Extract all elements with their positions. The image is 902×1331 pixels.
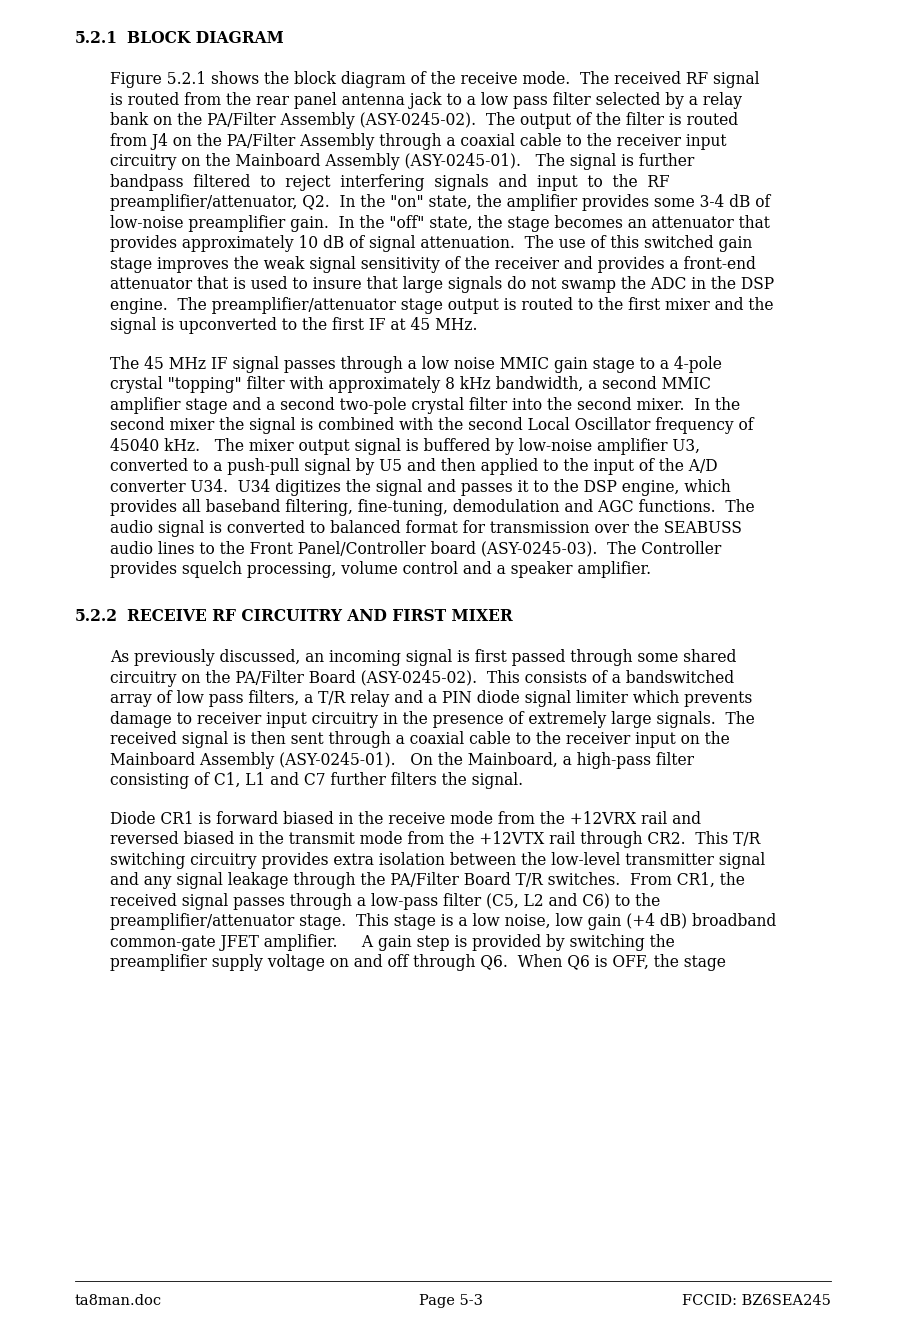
Text: converted to a push-pull signal by U5 and then applied to the input of the A/D: converted to a push-pull signal by U5 an…	[110, 458, 717, 475]
Text: and any signal leakage through the PA/Filter Board T/R switches.  From CR1, the: and any signal leakage through the PA/Fi…	[110, 872, 744, 889]
Text: preamplifier supply voltage on and off through Q6.  When Q6 is OFF, the stage: preamplifier supply voltage on and off t…	[110, 954, 725, 972]
Text: FCCID: BZ6SEA245: FCCID: BZ6SEA245	[681, 1294, 830, 1308]
Text: Page 5-3: Page 5-3	[419, 1294, 483, 1308]
Text: stage improves the weak signal sensitivity of the receiver and provides a front-: stage improves the weak signal sensitivi…	[110, 256, 755, 273]
Text: bank on the PA/Filter Assembly (ASY-0245-02).  The output of the filter is route: bank on the PA/Filter Assembly (ASY-0245…	[110, 112, 737, 129]
Text: attenuator that is used to insure that large signals do not swamp the ADC in the: attenuator that is used to insure that l…	[110, 276, 773, 293]
Text: low-noise preamplifier gain.  In the "off" state, the stage becomes an attenuato: low-noise preamplifier gain. In the "off…	[110, 214, 769, 232]
Text: damage to receiver input circuitry in the presence of extremely large signals.  : damage to receiver input circuitry in th…	[110, 711, 754, 728]
Text: Diode CR1 is forward biased in the receive mode from the +12VRX rail and: Diode CR1 is forward biased in the recei…	[110, 811, 700, 828]
Text: amplifier stage and a second two-pole crystal filter into the second mixer.  In : amplifier stage and a second two-pole cr…	[110, 397, 740, 414]
Text: audio signal is converted to balanced format for transmission over the SEABUSS: audio signal is converted to balanced fo…	[110, 519, 741, 536]
Text: engine.  The preamplifier/attenuator stage output is routed to the first mixer a: engine. The preamplifier/attenuator stag…	[110, 297, 773, 314]
Text: As previously discussed, an incoming signal is first passed through some shared: As previously discussed, an incoming sig…	[110, 650, 735, 666]
Text: array of low pass filters, a T/R relay and a PIN diode signal limiter which prev: array of low pass filters, a T/R relay a…	[110, 689, 751, 707]
Text: reversed biased in the transmit mode from the +12VTX rail through CR2.  This T/R: reversed biased in the transmit mode fro…	[110, 831, 759, 848]
Text: 5.2.2: 5.2.2	[75, 608, 118, 626]
Text: 5.2.1: 5.2.1	[75, 31, 118, 47]
Text: provides approximately 10 dB of signal attenuation.  The use of this switched ga: provides approximately 10 dB of signal a…	[110, 236, 751, 252]
Text: ta8man.doc: ta8man.doc	[75, 1294, 162, 1308]
Text: The 45 MHz IF signal passes through a low noise MMIC gain stage to a 4-pole: The 45 MHz IF signal passes through a lo…	[110, 355, 721, 373]
Text: provides all baseband filtering, fine-tuning, demodulation and AGC functions.  T: provides all baseband filtering, fine-tu…	[110, 499, 754, 516]
Text: crystal "topping" filter with approximately 8 kHz bandwidth, a second MMIC: crystal "topping" filter with approximat…	[110, 375, 710, 393]
Text: circuitry on the PA/Filter Board (ASY-0245-02).  This consists of a bandswitched: circuitry on the PA/Filter Board (ASY-02…	[110, 669, 733, 687]
Text: BLOCK DIAGRAM: BLOCK DIAGRAM	[127, 31, 283, 47]
Text: preamplifier/attenuator, Q2.  In the "on" state, the amplifier provides some 3-4: preamplifier/attenuator, Q2. In the "on"…	[110, 194, 769, 212]
Text: bandpass  filtered  to  reject  interfering  signals  and  input  to  the  RF: bandpass filtered to reject interfering …	[110, 173, 669, 190]
Text: provides squelch processing, volume control and a speaker amplifier.: provides squelch processing, volume cont…	[110, 560, 650, 578]
Text: consisting of C1, L1 and C7 further filters the signal.: consisting of C1, L1 and C7 further filt…	[110, 772, 522, 789]
Text: second mixer the signal is combined with the second Local Oscillator frequency o: second mixer the signal is combined with…	[110, 417, 752, 434]
Text: received signal passes through a low-pass filter (C5, L2 and C6) to the: received signal passes through a low-pas…	[110, 893, 659, 909]
Text: RECEIVE RF CIRCUITRY AND FIRST MIXER: RECEIVE RF CIRCUITRY AND FIRST MIXER	[127, 608, 512, 626]
Text: preamplifier/attenuator stage.  This stage is a low noise, low gain (+4 dB) broa: preamplifier/attenuator stage. This stag…	[110, 913, 776, 930]
Text: audio lines to the Front Panel/Controller board (ASY-0245-03).  The Controller: audio lines to the Front Panel/Controlle…	[110, 540, 721, 556]
Text: circuitry on the Mainboard Assembly (ASY-0245-01).   The signal is further: circuitry on the Mainboard Assembly (ASY…	[110, 153, 694, 170]
Text: from J4 on the PA/Filter Assembly through a coaxial cable to the receiver input: from J4 on the PA/Filter Assembly throug…	[110, 133, 726, 149]
Text: Mainboard Assembly (ASY-0245-01).   On the Mainboard, a high-pass filter: Mainboard Assembly (ASY-0245-01). On the…	[110, 752, 694, 768]
Text: received signal is then sent through a coaxial cable to the receiver input on th: received signal is then sent through a c…	[110, 731, 729, 748]
Text: 45040 kHz.   The mixer output signal is buffered by low-noise amplifier U3,: 45040 kHz. The mixer output signal is bu…	[110, 438, 699, 454]
Text: converter U34.  U34 digitizes the signal and passes it to the DSP engine, which: converter U34. U34 digitizes the signal …	[110, 479, 730, 495]
Text: switching circuitry provides extra isolation between the low-level transmitter s: switching circuitry provides extra isola…	[110, 852, 764, 869]
Text: signal is upconverted to the first IF at 45 MHz.: signal is upconverted to the first IF at…	[110, 317, 477, 334]
Text: Figure 5.2.1 shows the block diagram of the receive mode.  The received RF signa: Figure 5.2.1 shows the block diagram of …	[110, 71, 759, 88]
Text: is routed from the rear panel antenna jack to a low pass filter selected by a re: is routed from the rear panel antenna ja…	[110, 92, 741, 109]
Text: common-gate JFET amplifier.     A gain step is provided by switching the: common-gate JFET amplifier. A gain step …	[110, 933, 674, 950]
